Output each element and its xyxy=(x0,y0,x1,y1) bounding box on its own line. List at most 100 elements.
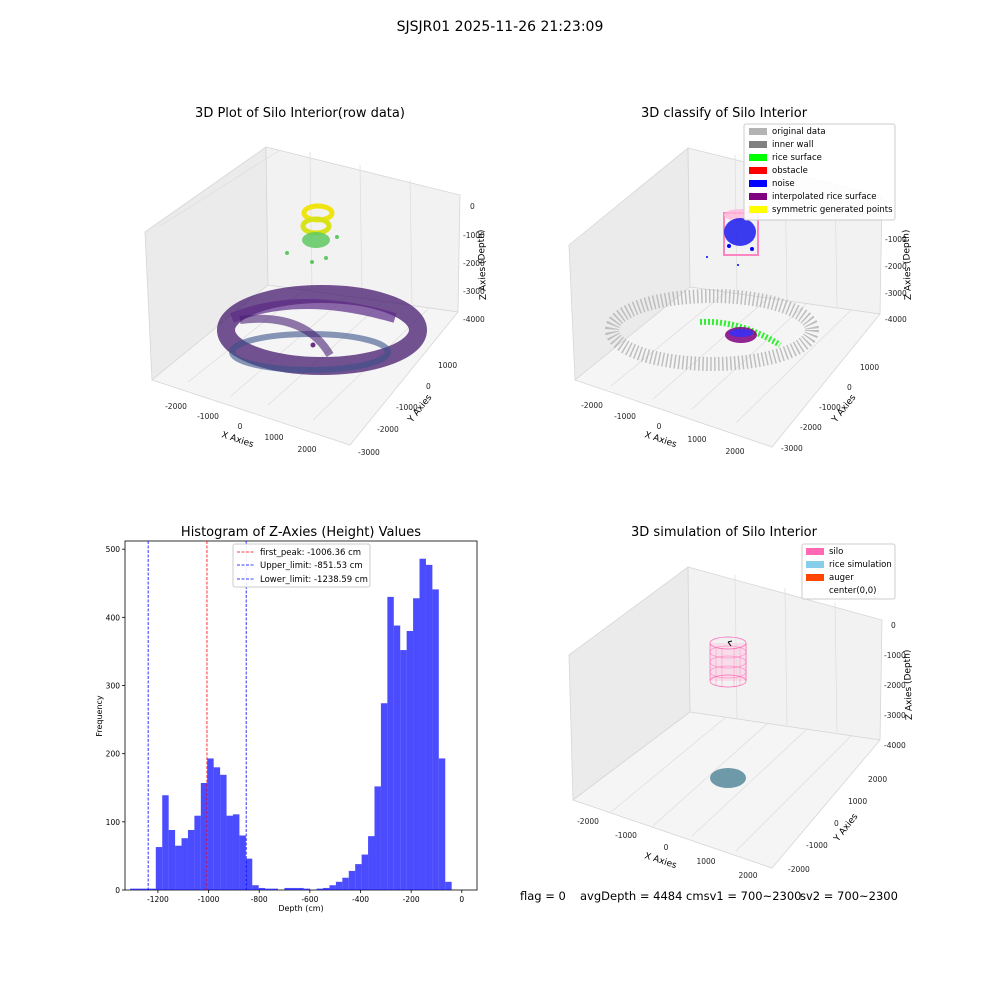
raw-xtick: 0 xyxy=(238,422,243,431)
simulation-ztick: -1000 xyxy=(884,651,906,660)
raw-xtick: -1000 xyxy=(197,412,219,421)
histogram-bar xyxy=(149,888,156,890)
simulation-xtick: 2000 xyxy=(738,871,757,880)
classify-z-axis-label: Z Axies (Depth) xyxy=(902,229,914,300)
simulation-ytick: 1000 xyxy=(848,797,867,806)
classify-ztick: -4000 xyxy=(885,315,907,324)
histogram-bar xyxy=(220,774,227,890)
y-tick-label: 0 xyxy=(115,886,120,895)
classify-ztick: -1000 xyxy=(885,235,907,244)
simulation-x-axis-label: X Axies xyxy=(643,851,678,871)
legend-first-peak: first_peak: -1006.36 cm xyxy=(260,548,361,558)
histogram-title: Histogram of Z-Axies (Height) Values xyxy=(181,525,421,540)
simulation-panel-title: 3D simulation of Silo Interior xyxy=(631,525,818,540)
simulation-ytick: -1000 xyxy=(806,841,828,850)
simulation-3d-axes-box xyxy=(568,566,883,869)
raw-xtick: -2000 xyxy=(165,402,187,411)
raw-xtick: 1000 xyxy=(264,433,283,442)
histogram-bar xyxy=(368,836,375,890)
histogram-bar xyxy=(252,885,259,890)
simulation-z-axis-label: Z Axies (Depth) xyxy=(903,649,915,720)
histogram-bar xyxy=(187,830,195,890)
simulation-ztick: -4000 xyxy=(884,741,906,750)
classify-xtick: -2000 xyxy=(581,401,603,410)
simulation-legend: silo rice simulation auger center(0,0) xyxy=(801,543,896,600)
histogram-bar xyxy=(271,888,279,890)
histogram-bar xyxy=(136,888,143,890)
legend-label: auger xyxy=(829,573,854,583)
histogram-bar xyxy=(387,596,394,890)
histogram-bar xyxy=(226,815,233,890)
classify-ytick: 1000 xyxy=(860,363,879,372)
histogram-bar xyxy=(355,864,362,890)
raw-ztick: -3000 xyxy=(463,287,485,296)
legend-lower-limit: Lower_limit: -1238.59 cm xyxy=(260,575,368,585)
x-tick-label: -1200 xyxy=(147,895,169,904)
histogram-y-ticks: 0 100 200 300 400 500 xyxy=(106,545,125,895)
simulation-ytick: 0 xyxy=(834,819,839,828)
histogram-bar xyxy=(335,881,343,890)
histogram-bar xyxy=(245,858,253,890)
classify-ytick: 0 xyxy=(847,383,852,392)
simulation-xtick: -2000 xyxy=(577,817,599,826)
classify-ytick: -2000 xyxy=(800,423,822,432)
legend-label: noise xyxy=(772,179,795,189)
raw-xtick: 2000 xyxy=(297,445,316,454)
histogram-bar xyxy=(348,870,356,890)
simulation-xtick: 1000 xyxy=(696,857,715,866)
classify-ztick: -3000 xyxy=(885,289,907,298)
histogram-bar xyxy=(380,703,388,890)
raw-ztick: -1000 xyxy=(463,231,485,240)
histogram-bar xyxy=(181,838,188,890)
raw-ztick: 0 xyxy=(470,202,475,211)
legend-upper-limit: Upper_limit: -851.53 cm xyxy=(260,561,363,571)
legend-swatch-rice-surface xyxy=(749,154,767,161)
histogram-bar xyxy=(239,835,246,890)
classify-legend: original data inner wall rice surface ob… xyxy=(743,123,896,221)
legend-swatch-original xyxy=(749,128,767,135)
legend-swatch-interpolated xyxy=(749,193,767,200)
legend-swatch-auger xyxy=(806,574,824,581)
histogram-bar xyxy=(284,887,291,890)
histogram-y-axis-label: Frequency xyxy=(95,695,104,737)
x-tick-label: -200 xyxy=(403,895,420,904)
x-tick-label: -800 xyxy=(251,895,268,904)
figure-suptitle: SJSJR01 2025-11-26 21:23:09 xyxy=(397,19,604,35)
simulation-ytick: 2000 xyxy=(868,775,887,784)
histogram-bar xyxy=(200,782,208,890)
histogram-panel: Histogram of Z-Axies (Height) Values -12… xyxy=(95,525,478,913)
simulation-y-axis-label: Y Axies xyxy=(832,812,861,845)
legend-swatch-rice-simulation xyxy=(806,561,824,568)
classify-x-axis-label: X Axies xyxy=(643,430,678,450)
legend-swatch-inner-wall xyxy=(749,141,767,148)
raw-ztick: -2000 xyxy=(463,259,485,268)
legend-swatch-silo xyxy=(806,548,824,555)
classify-xtick: 1000 xyxy=(687,435,706,444)
y-tick-label: 200 xyxy=(106,750,121,759)
legend-label: interpolated rice surface xyxy=(772,192,877,202)
histogram-bar xyxy=(213,767,221,890)
classify-3d-panel: 3D classify of Silo Interior xyxy=(568,106,914,456)
histogram-bar xyxy=(361,854,369,890)
legend-label: original data xyxy=(772,127,826,137)
legend-label: obstacle xyxy=(772,166,808,176)
classify-ytick: -3000 xyxy=(781,444,803,453)
histogram-bar xyxy=(194,815,201,890)
simulation-silo-cylinder xyxy=(709,636,747,688)
raw-ytick: -3000 xyxy=(358,448,380,457)
x-tick-label: -400 xyxy=(352,895,369,904)
classify-point-cloud xyxy=(605,209,819,371)
classify-xtick: 2000 xyxy=(725,447,744,456)
legend-label: symmetric generated points xyxy=(772,205,893,215)
raw-x-axis-label: X Axies xyxy=(220,430,255,450)
histogram-bar xyxy=(265,888,272,890)
classify-xtick: 0 xyxy=(657,422,662,431)
histogram-bar xyxy=(323,887,330,890)
raw-ytick: -1000 xyxy=(396,403,418,412)
histogram-bar xyxy=(425,564,433,890)
histogram-bar xyxy=(130,888,137,890)
histogram-bar xyxy=(432,589,439,890)
raw-ytick: 1000 xyxy=(438,361,457,370)
simulation-ztick: -3000 xyxy=(884,711,906,720)
histogram-bar xyxy=(207,758,214,890)
